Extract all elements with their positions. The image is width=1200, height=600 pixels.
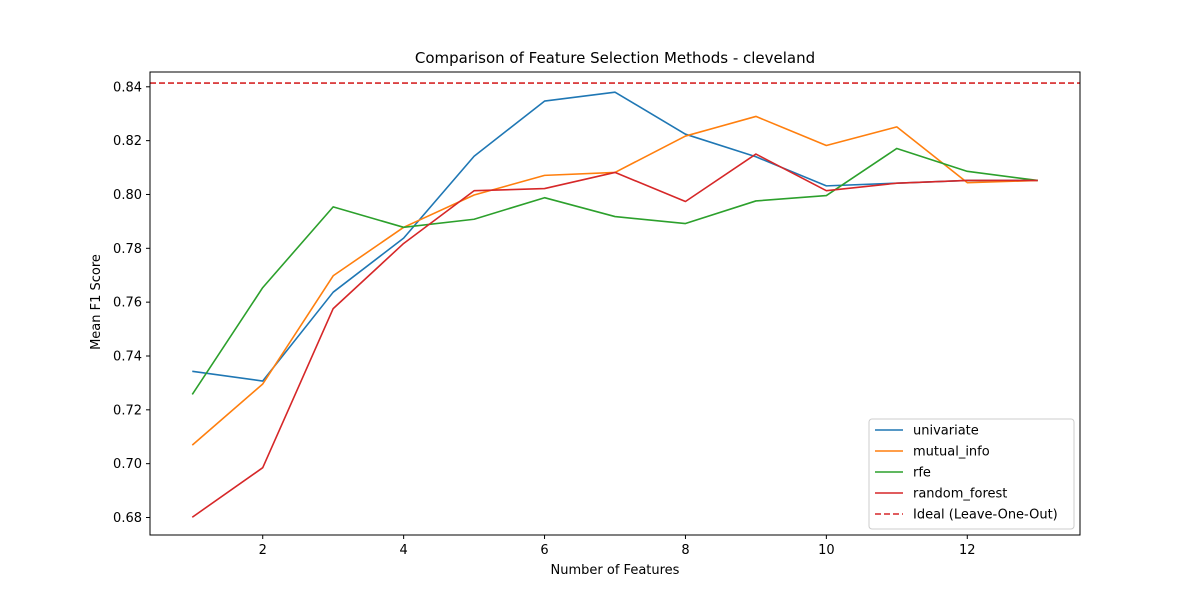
- series-line-univariate: [192, 91, 1038, 382]
- plot-frame: [149, 71, 1081, 536]
- legend-label: univariate: [913, 424, 979, 439]
- y-axis: 0.68 0.70 0.72 0.74 0.76 0.78 0.80 0.82 0.84: [113, 80, 150, 526]
- y-tick-label: 0.84: [113, 80, 142, 95]
- x-axis: 2 4 6 8 10 12: [259, 535, 976, 558]
- legend-label: Ideal (Leave-One-Out): [913, 508, 1058, 523]
- y-tick-label: 0.74: [113, 349, 142, 364]
- y-tick-label: 0.76: [113, 296, 142, 311]
- series-line-random-forest: [191, 153, 1038, 518]
- legend-box: [868, 418, 1075, 530]
- series-line-rfe: [191, 147, 1038, 395]
- x-tick-label: 4: [399, 543, 407, 558]
- series-line-mutual-info: [191, 115, 1038, 446]
- y-tick-label: 0.80: [113, 188, 142, 203]
- x-axis-label: Number of Features: [551, 563, 680, 578]
- y-tick-label: 0.78: [113, 242, 142, 257]
- y-axis-label: Mean F1 Score: [89, 254, 104, 350]
- x-tick-label: 8: [681, 543, 689, 558]
- plot-area: [149, 71, 1081, 536]
- legend-label: rfe: [913, 466, 931, 481]
- legend-label: mutual_info: [913, 445, 990, 460]
- x-tick-label: 12: [959, 543, 976, 558]
- x-tick-label: 6: [540, 543, 548, 558]
- y-tick-label: 0.70: [113, 457, 142, 472]
- y-tick-label: 0.72: [113, 403, 142, 418]
- legend-label: random_forest: [913, 487, 1007, 502]
- chart-title: Comparison of Feature Selection Methods …: [415, 49, 815, 67]
- y-tick-label: 0.68: [113, 511, 142, 526]
- x-tick-label: 10: [818, 543, 835, 558]
- y-tick-label: 0.82: [113, 134, 142, 149]
- x-tick-label: 2: [259, 543, 267, 558]
